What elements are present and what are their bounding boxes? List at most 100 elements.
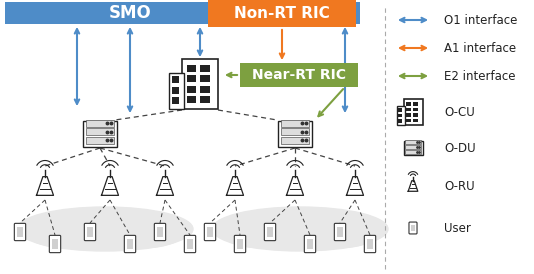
Bar [187, 75, 196, 82]
Polygon shape [226, 177, 244, 195]
Bar [200, 96, 209, 103]
Bar [411, 225, 415, 231]
FancyBboxPatch shape [49, 235, 61, 253]
Bar [187, 96, 196, 103]
Bar [280, 128, 309, 135]
Bar [398, 113, 402, 117]
FancyBboxPatch shape [234, 235, 246, 253]
Ellipse shape [105, 215, 184, 248]
Bar [200, 65, 209, 72]
Text: O-DU: O-DU [444, 141, 476, 155]
Bar [406, 102, 411, 105]
Text: SMO: SMO [108, 4, 151, 22]
Bar [208, 0, 356, 27]
FancyBboxPatch shape [304, 235, 316, 253]
FancyBboxPatch shape [264, 223, 276, 241]
Bar [398, 119, 402, 122]
FancyBboxPatch shape [154, 223, 166, 241]
Bar [171, 97, 179, 104]
Bar [187, 86, 196, 93]
Bar [85, 119, 114, 127]
Text: E2 interface: E2 interface [444, 70, 515, 82]
Polygon shape [408, 181, 418, 191]
Bar [5, 2, 360, 24]
Bar [336, 227, 343, 237]
Text: Non-RT RIC: Non-RT RIC [234, 5, 330, 21]
Ellipse shape [57, 208, 127, 239]
FancyBboxPatch shape [124, 235, 136, 253]
Bar [208, 0, 356, 27]
Bar [127, 239, 134, 249]
Bar [87, 227, 93, 237]
Polygon shape [156, 177, 174, 195]
Bar [278, 121, 312, 147]
FancyBboxPatch shape [14, 223, 26, 241]
Bar [200, 75, 209, 82]
Bar [406, 113, 411, 116]
Bar [52, 239, 58, 249]
Bar [406, 107, 411, 111]
Bar [200, 86, 209, 93]
Bar [413, 113, 418, 116]
Bar [404, 141, 422, 155]
Bar [405, 140, 421, 144]
Text: Near-RT RIC: Near-RT RIC [252, 68, 346, 82]
Ellipse shape [252, 208, 322, 239]
Text: Near-RT RIC: Near-RT RIC [252, 68, 346, 82]
Bar [171, 87, 179, 93]
Ellipse shape [96, 210, 163, 239]
Text: O-CU: O-CU [444, 105, 475, 118]
Ellipse shape [212, 207, 388, 251]
Bar [156, 227, 163, 237]
Bar [83, 121, 117, 147]
Bar [280, 137, 309, 144]
Bar [413, 107, 418, 111]
Bar [397, 106, 404, 125]
Bar [169, 73, 184, 109]
Bar [171, 76, 179, 83]
Bar [413, 118, 418, 122]
Bar [240, 63, 358, 87]
FancyBboxPatch shape [334, 223, 345, 241]
FancyBboxPatch shape [84, 223, 96, 241]
Bar [187, 65, 196, 72]
Text: Non-RT RIC: Non-RT RIC [234, 5, 330, 21]
Polygon shape [101, 177, 119, 195]
FancyBboxPatch shape [409, 222, 417, 234]
Bar [85, 137, 114, 144]
Bar [398, 108, 402, 112]
Ellipse shape [26, 215, 105, 248]
Bar [237, 239, 244, 249]
Bar [266, 227, 273, 237]
Ellipse shape [291, 210, 358, 239]
Text: O1 interface: O1 interface [444, 13, 517, 27]
Bar [405, 145, 421, 149]
FancyBboxPatch shape [205, 223, 216, 241]
Bar [413, 102, 418, 105]
Text: A1 interface: A1 interface [444, 41, 516, 55]
Bar [367, 239, 373, 249]
Bar [207, 227, 214, 237]
Bar [85, 128, 114, 135]
Bar [17, 227, 23, 237]
Bar [405, 150, 421, 153]
Bar [406, 118, 411, 122]
Text: O-RU: O-RU [444, 179, 475, 193]
Polygon shape [287, 177, 303, 195]
FancyBboxPatch shape [184, 235, 195, 253]
Bar [404, 99, 422, 125]
Bar [186, 239, 193, 249]
Ellipse shape [300, 215, 379, 248]
Text: SMO: SMO [108, 4, 151, 22]
Ellipse shape [221, 215, 300, 248]
Bar [182, 59, 218, 109]
Bar [280, 119, 309, 127]
Polygon shape [36, 177, 53, 195]
Bar [5, 2, 360, 24]
Text: User: User [444, 221, 471, 235]
Bar [240, 63, 358, 87]
FancyBboxPatch shape [364, 235, 376, 253]
Polygon shape [347, 177, 364, 195]
Bar [307, 239, 313, 249]
Ellipse shape [17, 207, 193, 251]
